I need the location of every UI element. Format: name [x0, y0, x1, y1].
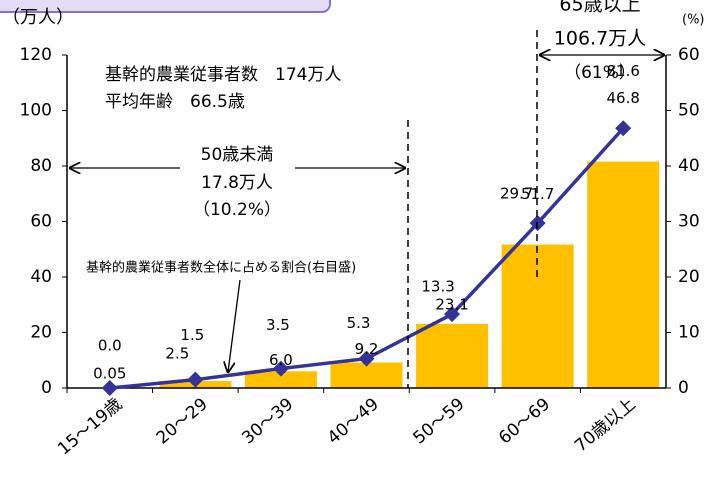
x-tick-label: 20～29: [153, 394, 212, 448]
bar: [330, 362, 403, 388]
bar: [587, 161, 660, 388]
y2-axis-label: (%): [682, 13, 705, 28]
bar: [244, 371, 317, 388]
marker: [444, 306, 461, 323]
data-label: 0.05: [93, 364, 126, 382]
x-tick-label: 70歳以上: [571, 394, 640, 456]
data-label: 3.5: [266, 316, 290, 334]
arrow: [228, 279, 241, 372]
y2-tick-label: 30: [678, 212, 700, 232]
data-label: 29.7: [500, 185, 533, 203]
bar: [501, 244, 574, 388]
y-tick-label: 20: [30, 323, 52, 343]
header-box: [0, 0, 331, 13]
data-label: 81.6: [607, 62, 640, 80]
y2-tick-label: 60: [678, 45, 700, 65]
annotation: 17.8万人: [201, 173, 273, 193]
marker: [187, 371, 204, 388]
marker: [272, 360, 289, 377]
x-tick-label: 15～19歳: [54, 394, 126, 459]
y2-tick-label: 50: [678, 101, 700, 121]
marker: [358, 350, 375, 367]
data-label: 2.5: [165, 345, 189, 363]
x-tick-label: 30～39: [238, 394, 297, 448]
data-label: 23.1: [435, 295, 468, 313]
data-label: 6.0: [269, 351, 293, 369]
annotation: （10.2%）: [193, 200, 281, 220]
y-tick-label: 120: [20, 45, 52, 65]
annotation: 基幹的農業従事者数全体に占める割合(右目盛): [86, 260, 356, 276]
y-tick-label: 0: [41, 378, 52, 398]
y-tick-label: 80: [30, 156, 52, 176]
annotation: 平均年齢 66.5歳: [105, 92, 245, 112]
data-label: 5.3: [347, 314, 371, 332]
annotation: 65歳以上: [559, 0, 640, 16]
annotation: （61%）: [564, 63, 636, 83]
annotation: 106.7万人: [554, 28, 646, 50]
y-tick-label: 60: [30, 212, 52, 232]
y-tick-label: 40: [30, 267, 52, 287]
data-label: 13.3: [421, 278, 454, 296]
marker: [101, 380, 118, 396]
annotation: 50歳未満: [201, 145, 274, 165]
x-tick-label: 60～69: [495, 394, 554, 448]
data-label: 51.7: [521, 185, 554, 203]
x-tick-label: 40～49: [324, 394, 383, 448]
data-label: 1.5: [180, 326, 204, 344]
y-axis-label: （万人）: [2, 7, 74, 28]
y2-tick-label: 40: [678, 156, 700, 176]
marker: [615, 120, 632, 137]
y2-tick-label: 0: [678, 378, 689, 398]
data-label: 9.2: [355, 340, 379, 358]
y-tick-label: 100: [20, 101, 52, 121]
data-label: 46.8: [607, 89, 640, 107]
y2-tick-label: 20: [678, 267, 700, 287]
bar: [416, 323, 489, 388]
y2-tick-label: 10: [678, 323, 700, 343]
data-label: 0.0: [98, 337, 122, 355]
annotation: 基幹的農業従事者数 174万人: [105, 64, 341, 85]
x-tick-label: 50～59: [409, 394, 468, 448]
